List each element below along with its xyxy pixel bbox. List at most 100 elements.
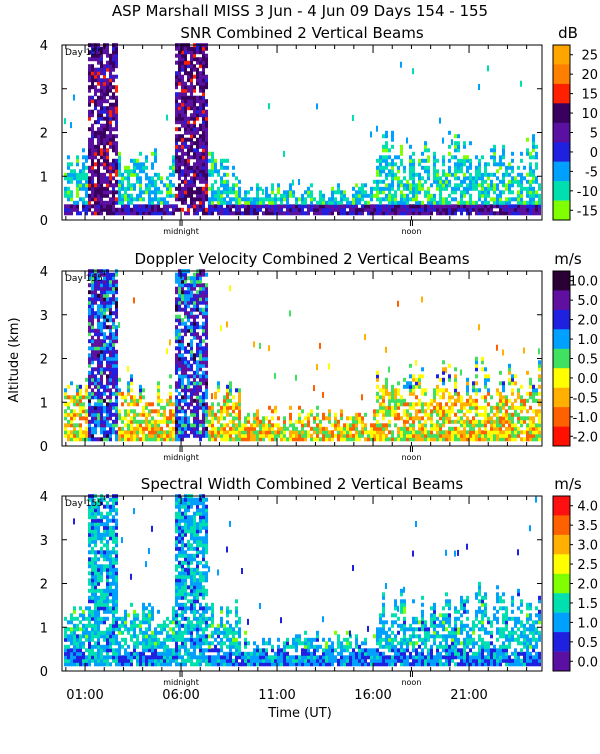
heatmap-cell: [184, 117, 187, 121]
heatmap-cell: [109, 350, 112, 354]
heatmap-cell: [88, 385, 91, 389]
heatmap-cell: [199, 197, 202, 201]
heatmap-cell: [289, 434, 292, 438]
heatmap-cell: [94, 169, 97, 173]
heatmap-cell: [193, 148, 196, 152]
heatmap-cell: [202, 159, 205, 163]
colorbar-swatch: [553, 142, 570, 162]
heatmap-cell: [472, 381, 475, 385]
heatmap-cell: [106, 64, 109, 68]
heatmap-cell: [115, 47, 118, 51]
heatmap-cell: [223, 434, 226, 438]
heatmap-cell: [157, 173, 160, 177]
heatmap-cell: [190, 374, 193, 378]
heatmap-cell: [118, 166, 121, 170]
heatmap-cell: [514, 381, 517, 385]
heatmap-cell: [109, 117, 112, 121]
heatmap-cell: [376, 420, 379, 424]
heatmap-cell: [319, 211, 322, 215]
heatmap-cell: [484, 399, 487, 403]
heatmap-cell: [469, 176, 472, 180]
heatmap-cell: [103, 599, 106, 603]
heatmap-cell: [256, 420, 259, 424]
heatmap-cell: [376, 169, 379, 173]
heatmap-cell: [85, 624, 88, 628]
heatmap-cell: [181, 409, 184, 413]
heatmap-cell: [358, 187, 361, 191]
heatmap-cell: [88, 655, 91, 659]
heatmap-cell: [106, 374, 109, 378]
heatmap-cell: [94, 329, 97, 333]
heatmap-cell: [526, 190, 529, 194]
heatmap-cell: [211, 423, 214, 427]
heatmap-cell: [379, 204, 382, 208]
heatmap-cell: [289, 208, 292, 212]
heatmap-cell: [106, 554, 109, 558]
heatmap-cell: [199, 336, 202, 340]
heatmap-cell: [109, 423, 112, 427]
heatmap-cell: [523, 201, 526, 205]
heatmap-cell: [331, 430, 334, 434]
heatmap-cell: [112, 96, 115, 100]
heatmap-cell: [484, 437, 487, 441]
heatmap-cell: [106, 610, 109, 614]
heatmap-cell: [202, 117, 205, 121]
heatmap-cell: [67, 634, 70, 638]
heatmap-cell: [403, 430, 406, 434]
heatmap-cell: [481, 204, 484, 208]
heatmap-cell: [367, 430, 370, 434]
heatmap-cell: [343, 197, 346, 201]
heatmap-cell: [106, 124, 109, 128]
heatmap-cell: [112, 357, 115, 361]
heatmap-cell: [538, 402, 541, 406]
heatmap-cell: [463, 176, 466, 180]
heatmap-cell: [202, 145, 205, 149]
heatmap-cell: [133, 430, 136, 434]
heatmap-cell: [211, 183, 214, 187]
heatmap-cell: [217, 190, 220, 194]
heatmap-cell: [391, 169, 394, 173]
heatmap-cell: [82, 613, 85, 617]
heatmap-cell: [85, 173, 88, 177]
heatmap-cell: [412, 385, 415, 389]
heatmap-cell: [469, 201, 472, 205]
heatmap-cell: [202, 47, 205, 51]
heatmap-cell: [337, 420, 340, 424]
heatmap-cell: [181, 297, 184, 301]
heatmap-cell: [247, 204, 250, 208]
heatmap-cell: [292, 180, 294, 186]
heatmap-cell: [127, 427, 130, 431]
heatmap-cell: [109, 283, 112, 287]
heatmap-cell: [100, 592, 103, 596]
heatmap-cell: [103, 96, 106, 100]
heatmap-cell: [427, 187, 430, 191]
heatmap-cell: [493, 162, 496, 166]
heatmap-cell: [112, 413, 115, 417]
heatmap-cell: [418, 201, 421, 205]
heatmap-cell: [379, 197, 382, 201]
heatmap-cell: [460, 197, 463, 201]
heatmap-cell: [109, 145, 112, 149]
heatmap-cell: [247, 413, 250, 417]
heatmap-cell: [100, 78, 103, 82]
heatmap-cell: [307, 420, 310, 424]
heatmap-cell: [88, 96, 91, 100]
heatmap-cell: [136, 427, 139, 431]
heatmap-cell: [532, 395, 535, 399]
heatmap-cell: [103, 638, 106, 642]
heatmap-cell: [454, 374, 457, 378]
heatmap-cell: [214, 416, 217, 420]
heatmap-cell: [502, 430, 505, 434]
heatmap-cell: [514, 413, 517, 417]
heatmap-cell: [223, 201, 226, 205]
heatmap-cell: [361, 420, 364, 424]
heatmap-cell: [103, 645, 106, 649]
heatmap-cell: [301, 434, 304, 438]
heatmap-cell: [100, 96, 103, 100]
heatmap-cell: [70, 655, 73, 659]
heatmap-cell: [508, 208, 511, 212]
heatmap-cell: [451, 420, 454, 424]
heatmap-cell: [199, 124, 202, 128]
heatmap-cell: [109, 388, 112, 392]
heatmap-cell: [196, 301, 199, 305]
